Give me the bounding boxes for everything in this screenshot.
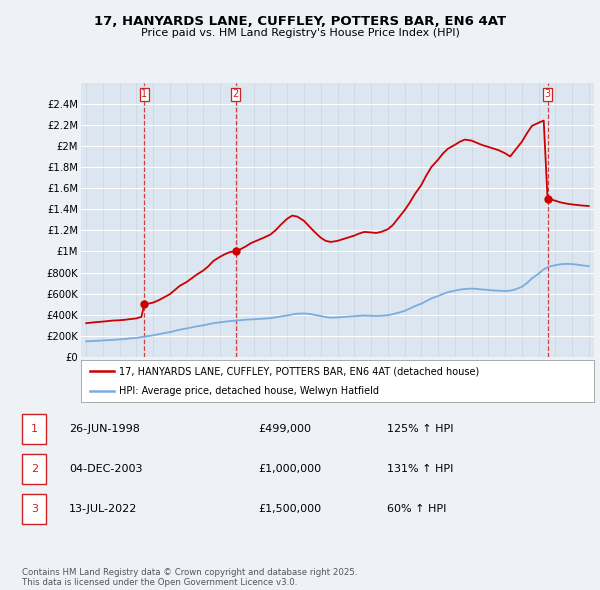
Text: £499,000: £499,000 <box>258 424 311 434</box>
Text: 2: 2 <box>232 90 239 100</box>
Text: 04-DEC-2003: 04-DEC-2003 <box>69 464 143 474</box>
Text: 60% ↑ HPI: 60% ↑ HPI <box>387 504 446 514</box>
Text: 1: 1 <box>142 90 148 100</box>
Text: 3: 3 <box>544 90 551 100</box>
Text: 1: 1 <box>31 424 38 434</box>
Text: 3: 3 <box>31 504 38 514</box>
Text: 13-JUL-2022: 13-JUL-2022 <box>69 504 137 514</box>
Text: Contains HM Land Registry data © Crown copyright and database right 2025.
This d: Contains HM Land Registry data © Crown c… <box>22 568 358 587</box>
Text: 131% ↑ HPI: 131% ↑ HPI <box>387 464 454 474</box>
Text: 26-JUN-1998: 26-JUN-1998 <box>69 424 140 434</box>
Text: 17, HANYARDS LANE, CUFFLEY, POTTERS BAR, EN6 4AT: 17, HANYARDS LANE, CUFFLEY, POTTERS BAR,… <box>94 15 506 28</box>
Text: HPI: Average price, detached house, Welwyn Hatfield: HPI: Average price, detached house, Welw… <box>119 386 379 396</box>
Text: £1,000,000: £1,000,000 <box>258 464 321 474</box>
Text: 2: 2 <box>31 464 38 474</box>
Text: 125% ↑ HPI: 125% ↑ HPI <box>387 424 454 434</box>
Text: £1,500,000: £1,500,000 <box>258 504 321 514</box>
Text: Price paid vs. HM Land Registry's House Price Index (HPI): Price paid vs. HM Land Registry's House … <box>140 28 460 38</box>
Text: 17, HANYARDS LANE, CUFFLEY, POTTERS BAR, EN6 4AT (detached house): 17, HANYARDS LANE, CUFFLEY, POTTERS BAR,… <box>119 366 480 376</box>
